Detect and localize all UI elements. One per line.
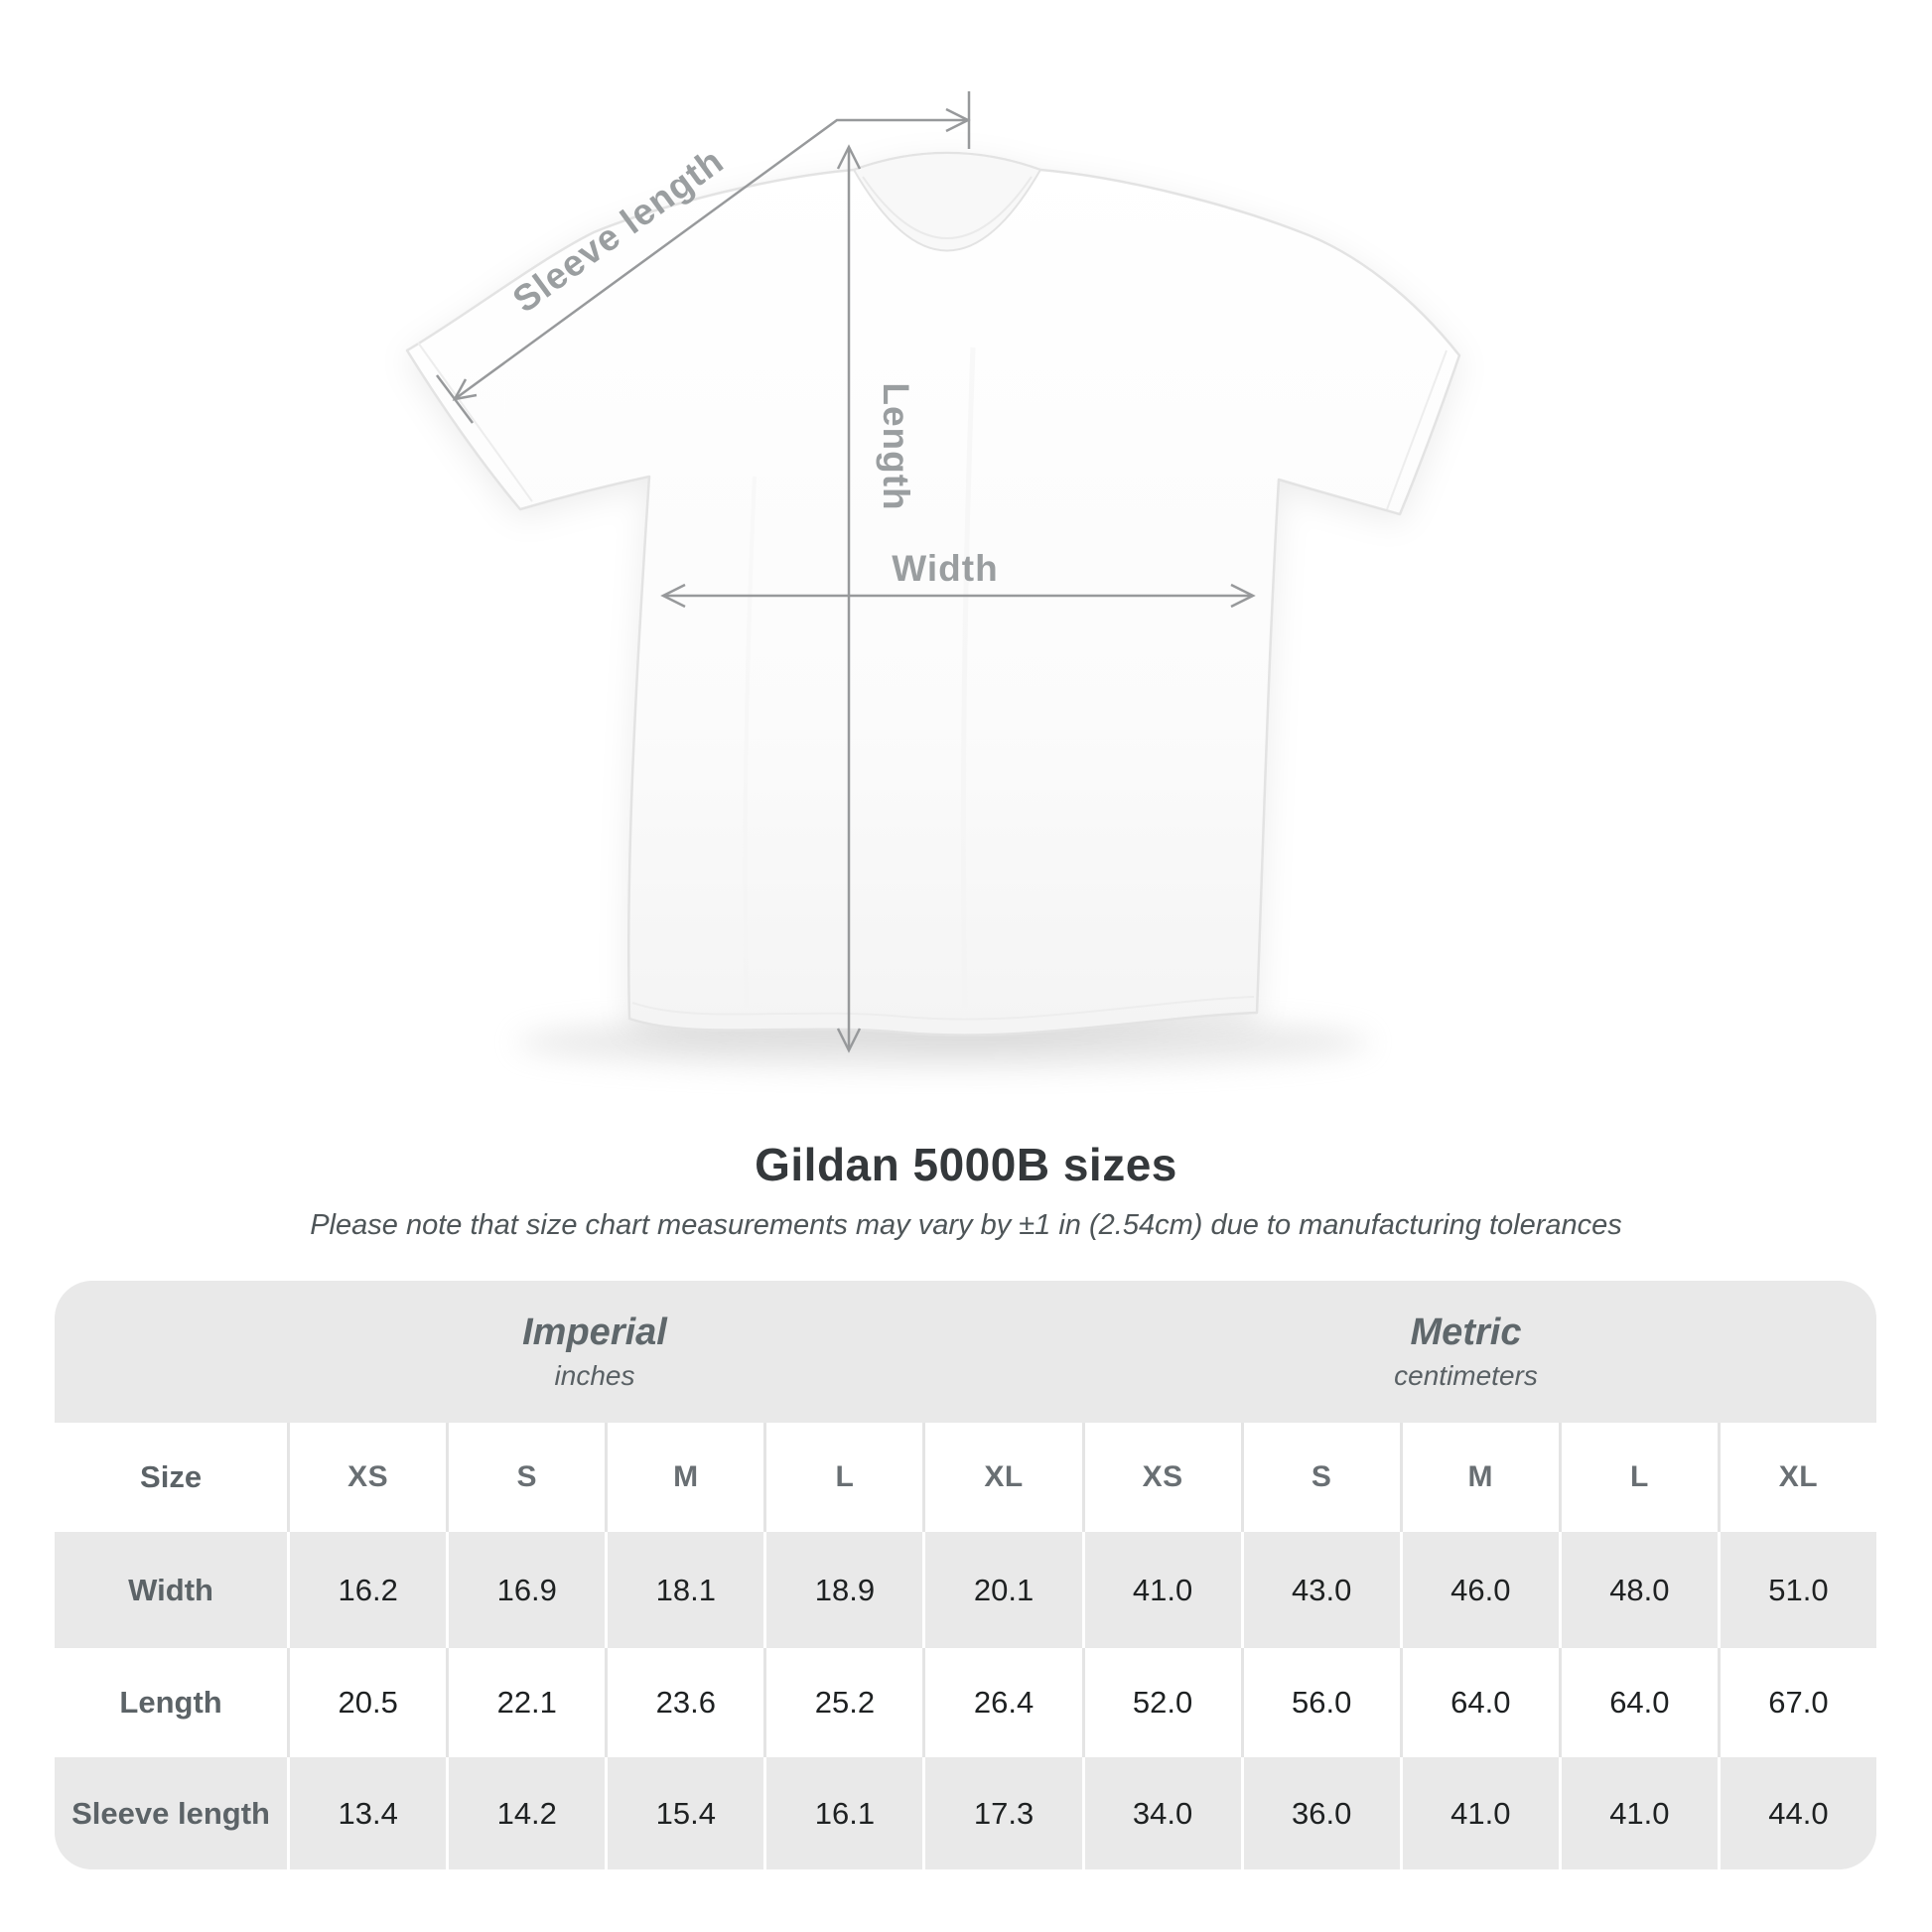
value-cell: 16.9 bbox=[446, 1532, 605, 1648]
size-col-header: Size bbox=[140, 1459, 203, 1494]
value-cell: 64.0 bbox=[1399, 1648, 1559, 1757]
value-cell: 56.0 bbox=[1240, 1648, 1400, 1757]
tolerance-note: Please note that size chart measurements… bbox=[310, 1209, 1622, 1241]
collar-seam bbox=[862, 176, 1033, 239]
col-header-imperial-l: L bbox=[763, 1423, 922, 1532]
value-cell: 14.2 bbox=[446, 1757, 605, 1869]
value-cell: 23.6 bbox=[605, 1648, 763, 1757]
fabric-crease bbox=[743, 476, 757, 1009]
sleeve-length-end-tick bbox=[436, 374, 474, 424]
row-label-sleeve-length: Sleeve length bbox=[71, 1795, 270, 1831]
value-cell: 16.2 bbox=[287, 1532, 446, 1648]
value-cell: 26.4 bbox=[922, 1648, 1081, 1757]
width-right-arrowhead bbox=[1230, 583, 1256, 609]
right-cuff-seam bbox=[1386, 349, 1448, 510]
unit-group-header: Imperial inches Metric centimeters bbox=[55, 1281, 1876, 1423]
imperial-group-header: Imperial inches bbox=[82, 1281, 1107, 1423]
width-left-arrowhead bbox=[660, 583, 686, 609]
tshirt-graphic bbox=[405, 151, 1461, 1036]
col-header-imperial-xs: XS bbox=[287, 1423, 446, 1532]
col-header-metric-m: M bbox=[1399, 1423, 1559, 1532]
length-bottom-arrowhead bbox=[836, 1028, 862, 1053]
value-cell: 46.0 bbox=[1399, 1532, 1559, 1648]
value-cell: 52.0 bbox=[1081, 1648, 1241, 1757]
value-cell: 25.2 bbox=[763, 1648, 922, 1757]
row-label-width: Width bbox=[128, 1572, 213, 1607]
value-cell: 18.1 bbox=[605, 1532, 763, 1648]
table-row-length: Length 20.5 22.1 23.6 25.2 26.4 52.0 56.… bbox=[55, 1648, 1876, 1757]
fabric-crease bbox=[960, 346, 976, 1009]
col-header-imperial-xl: XL bbox=[922, 1423, 1081, 1532]
col-header-imperial-s: S bbox=[446, 1423, 605, 1532]
col-header-metric-xl: XL bbox=[1717, 1423, 1876, 1532]
value-cell: 16.1 bbox=[763, 1757, 922, 1869]
hem-seam bbox=[631, 996, 1255, 1021]
length-label: Length bbox=[876, 382, 916, 510]
imperial-unit: inches bbox=[554, 1360, 635, 1391]
tshirt-silhouette bbox=[405, 151, 1461, 1036]
size-header-row: Size XS S M L XL XS S M L XL bbox=[55, 1423, 1876, 1532]
value-cell: 22.1 bbox=[446, 1648, 605, 1757]
row-label-length: Length bbox=[119, 1685, 222, 1720]
length-top-arrowhead bbox=[836, 144, 862, 170]
sleeve-length-line bbox=[454, 118, 968, 401]
value-cell: 18.9 bbox=[763, 1532, 922, 1648]
tshirt-measurement-diagram: Sleeve length Length Width bbox=[405, 91, 1461, 1068]
value-cell: 41.0 bbox=[1081, 1532, 1241, 1648]
left-cuff-seam bbox=[417, 342, 533, 502]
value-cell: 20.5 bbox=[287, 1648, 446, 1757]
col-header-metric-l: L bbox=[1558, 1423, 1718, 1532]
col-header-metric-xs: XS bbox=[1081, 1423, 1241, 1532]
value-cell: 44.0 bbox=[1717, 1757, 1876, 1869]
value-cell: 34.0 bbox=[1081, 1757, 1241, 1869]
value-cell: 13.4 bbox=[287, 1757, 446, 1869]
size-table: Imperial inches Metric centimeters Size … bbox=[55, 1281, 1876, 1869]
value-cell: 15.4 bbox=[605, 1757, 763, 1869]
table-row-sleeve-length: Sleeve length 13.4 14.2 15.4 16.1 17.3 3… bbox=[55, 1757, 1876, 1869]
value-cell: 64.0 bbox=[1558, 1648, 1718, 1757]
value-cell: 41.0 bbox=[1399, 1757, 1559, 1869]
page-title: Gildan 5000B sizes bbox=[755, 1139, 1177, 1190]
col-header-imperial-m: M bbox=[605, 1423, 763, 1532]
value-cell: 17.3 bbox=[922, 1757, 1081, 1869]
value-cell: 20.1 bbox=[922, 1532, 1081, 1648]
value-cell: 48.0 bbox=[1558, 1532, 1718, 1648]
value-cell: 67.0 bbox=[1717, 1648, 1876, 1757]
width-label: Width bbox=[892, 548, 998, 589]
value-cell: 51.0 bbox=[1717, 1532, 1876, 1648]
metric-group-header: Metric centimeters bbox=[1067, 1281, 1864, 1423]
metric-label: Metric bbox=[1410, 1311, 1522, 1353]
metric-unit: centimeters bbox=[1394, 1360, 1538, 1391]
col-header-metric-s: S bbox=[1240, 1423, 1400, 1532]
value-cell: 41.0 bbox=[1558, 1757, 1718, 1869]
collar-band bbox=[852, 152, 1042, 252]
value-cell: 43.0 bbox=[1240, 1532, 1400, 1648]
imperial-label: Imperial bbox=[522, 1311, 667, 1353]
measurement-annotations bbox=[436, 91, 1256, 1053]
table-row-width: Width 16.2 16.9 18.1 18.9 20.1 41.0 43.0… bbox=[55, 1532, 1876, 1648]
value-cell: 36.0 bbox=[1240, 1757, 1400, 1869]
